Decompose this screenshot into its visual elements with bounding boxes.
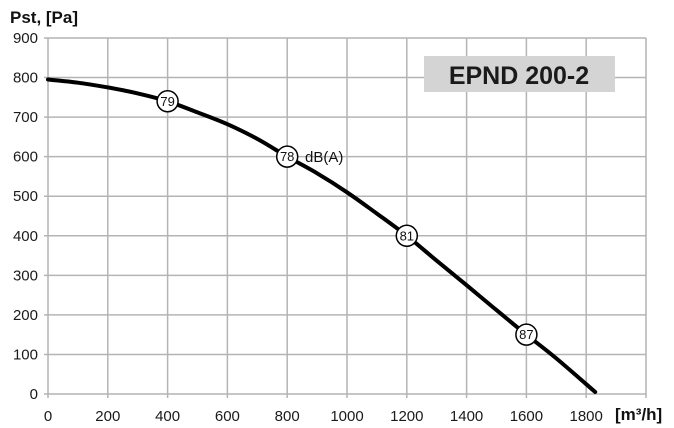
fan-curve-line	[46, 77, 598, 394]
marker-label: 81	[400, 228, 414, 243]
y-tick-label: 400	[13, 228, 38, 245]
marker-unit-label: dB(A)	[305, 149, 343, 166]
title-box	[424, 56, 615, 92]
y-tick-label: 300	[13, 267, 38, 284]
y-tick-label: 500	[13, 188, 38, 205]
noise-markers: 79 78 81 87	[156, 90, 538, 346]
marker-label: 87	[519, 327, 533, 342]
x-tick-label: 400	[155, 408, 180, 425]
x-tick-label: 1800	[570, 408, 603, 425]
x-tick-label: 1400	[450, 408, 483, 425]
noise-marker: 81	[395, 224, 419, 248]
x-tick-label: 800	[275, 408, 300, 425]
marker-circle	[275, 145, 299, 168]
x-tick-label: 600	[215, 408, 240, 425]
marker-circle	[156, 90, 179, 113]
marker-circle	[395, 224, 419, 248]
y-tick-label: 800	[13, 70, 38, 87]
y-tick-label: 600	[13, 149, 38, 166]
y-axis-label: Pst, [Pa]	[10, 8, 78, 27]
marker-circle	[515, 323, 538, 346]
x-tick-label: 200	[95, 408, 120, 425]
x-tick-label: 0	[44, 408, 52, 425]
y-tick-label: 700	[13, 109, 38, 126]
y-tick-label: 200	[13, 307, 38, 324]
y-tick-label: 900	[13, 30, 38, 47]
x-tick-labels: 0 200 400 600 800 1000 1200 1400 1600 1800	[44, 408, 603, 425]
y-tick-label: 100	[13, 346, 38, 363]
noise-marker: 79	[156, 90, 179, 113]
noise-marker: 87	[515, 323, 538, 346]
x-tick-label: 1000	[330, 408, 363, 425]
y-tick-label: 0	[30, 386, 38, 403]
chart-title: EPND 200-2	[449, 62, 589, 90]
marker-label: 78	[280, 149, 294, 164]
grid-lines	[44, 37, 647, 398]
x-tick-label: 1200	[390, 408, 423, 425]
x-tick-label: 1600	[510, 408, 543, 425]
x-axis-label: [m³/h]	[615, 405, 662, 424]
marker-label: 79	[160, 94, 174, 109]
noise-marker: 78	[275, 145, 299, 168]
y-tick-labels: 0 100 200 300 400 500 600 700 800 900	[13, 30, 38, 403]
